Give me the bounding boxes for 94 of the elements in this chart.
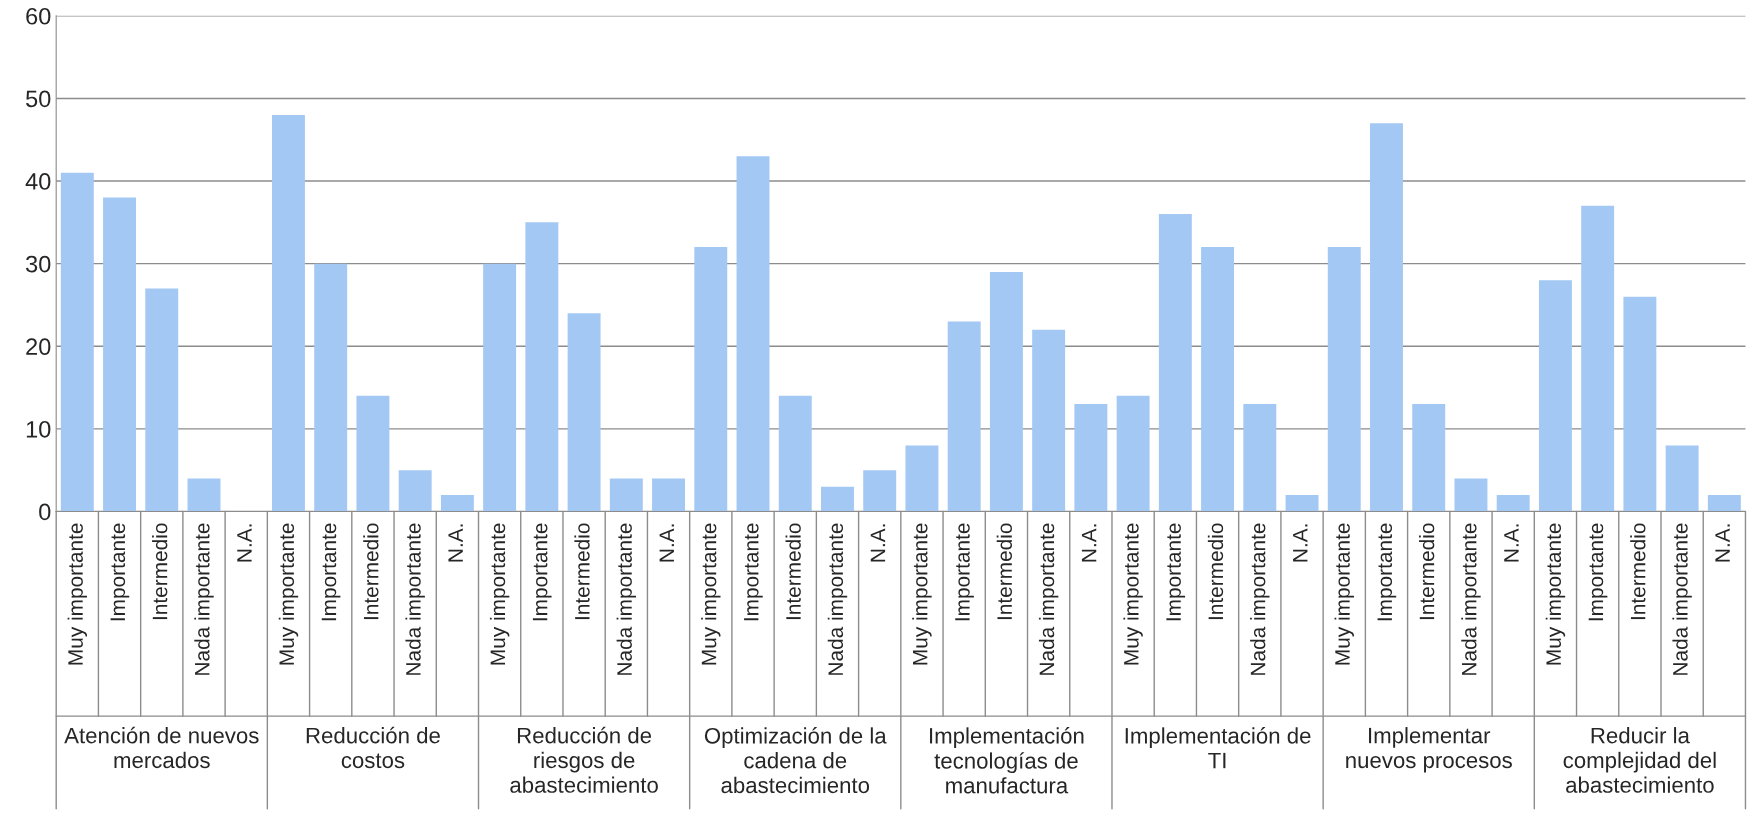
bar [356,395,390,512]
bar [609,478,643,512]
bar [145,288,179,512]
x-tick-label: Importante [321,523,341,621]
x-tick-label: N.A. [1081,524,1097,562]
x-tick-label: N.A. [237,524,252,562]
y-tick-label: 50 [26,90,51,108]
x-tick-label: N.A. [1293,524,1308,562]
text: Implementación tecnologías de manufactura [930,727,1084,794]
text: Implementación de TI [1125,727,1311,769]
x-tick-label: Intermedio [152,523,168,620]
x-tick-label: Nada importante [1250,523,1270,675]
bar [1623,296,1657,512]
x-tick-label: Intermedio [363,523,379,620]
bar [1412,404,1446,512]
x-tick-label: Muy importante [489,523,510,665]
x-tick-label: N.A. [448,524,463,562]
x-tick-label: Intermedio [574,523,590,620]
y-tick-label: 10 [26,420,51,438]
bar [272,114,305,512]
x-tick-label: Importante [1377,523,1397,621]
bar [187,478,221,512]
bar [1074,404,1108,512]
x-tick-label: Intermedio [1207,523,1224,620]
bar [1201,247,1235,512]
bar [1116,395,1150,512]
bar [1538,280,1572,512]
x-tick-label: Nada importante [1038,523,1059,675]
bar [440,494,474,512]
y-tick-label: 30 [25,255,51,273]
x-tick-label: Muy importante [912,523,932,665]
x-tick-label: N.A. [659,524,674,562]
text: Implementar nuevos procesos [1346,727,1512,773]
bar [694,247,728,512]
text: Reducir la complejidad del abastecimiento [1563,727,1716,793]
x-tick-label: Nada importante [405,523,425,675]
x-tick-label: Importante [955,523,974,621]
x-tick-label: Importante [1166,523,1186,621]
text: Reducción de costos [306,726,440,769]
bar [778,395,812,512]
x-tick-label: N.A. [1715,524,1730,562]
bar [905,445,939,512]
x-tick-label: Muy importante [1545,523,1566,665]
bar [1158,214,1192,512]
x-tick-label: Muy importante [701,523,721,665]
x-tick-label: Intermedio [996,523,1012,620]
y-tick-label: 0 [39,503,51,521]
bar [483,263,517,512]
text: Reducción de riesgos de abastecimiento [510,726,658,793]
bar [314,263,348,512]
bar [821,486,854,512]
bar [1370,123,1403,512]
x-tick-label: Importante [110,523,130,621]
x-tick-label: N.A. [1504,524,1519,562]
x-tick-label: Importante [532,523,552,621]
bar [1496,494,1530,512]
bar [736,156,770,512]
x-tick-label: Intermedio [1419,523,1435,620]
x-tick-label: Nada importante [1461,523,1481,675]
bar [1285,494,1319,512]
text: Optimización de la cadena de abastecimiento [704,727,887,794]
x-tick-label: Muy importante [1334,523,1354,665]
bar [1665,445,1699,512]
x-tick-label: Muy importante [1123,523,1143,665]
bar [1707,494,1741,512]
y-tick-label: 20 [26,338,51,356]
x-tick-label: Intermedio [1630,523,1646,620]
bar [1243,404,1277,512]
x-tick-label: Intermedio [785,523,801,620]
text: Atención de nuevos mercados [64,726,259,769]
x-tick-label: Muy importante [67,523,88,665]
x-tick-label: Nada importante [1672,523,1692,675]
bar [1581,205,1615,512]
x-tick-label: N.A. [870,524,886,562]
bar [398,470,432,512]
y-tick-label: 60 [26,7,51,25]
bar [989,271,1023,512]
y-tick-label: 40 [25,173,51,190]
x-tick-label: Importante [744,523,763,621]
x-tick-label: Muy importante [278,523,299,665]
bar [60,172,94,512]
bar [567,313,601,512]
bar [652,478,686,512]
bar [1032,329,1066,512]
x-tick-label: Importante [1588,523,1608,621]
bar [947,321,981,512]
bar [1327,247,1361,512]
x-tick-label: Nada importante [616,523,637,675]
x-tick-label: Nada importante [194,523,214,675]
bar [525,222,559,512]
bar [1454,478,1488,512]
bar [863,470,897,512]
bar [103,197,137,512]
x-tick-label: Nada importante [827,523,848,675]
